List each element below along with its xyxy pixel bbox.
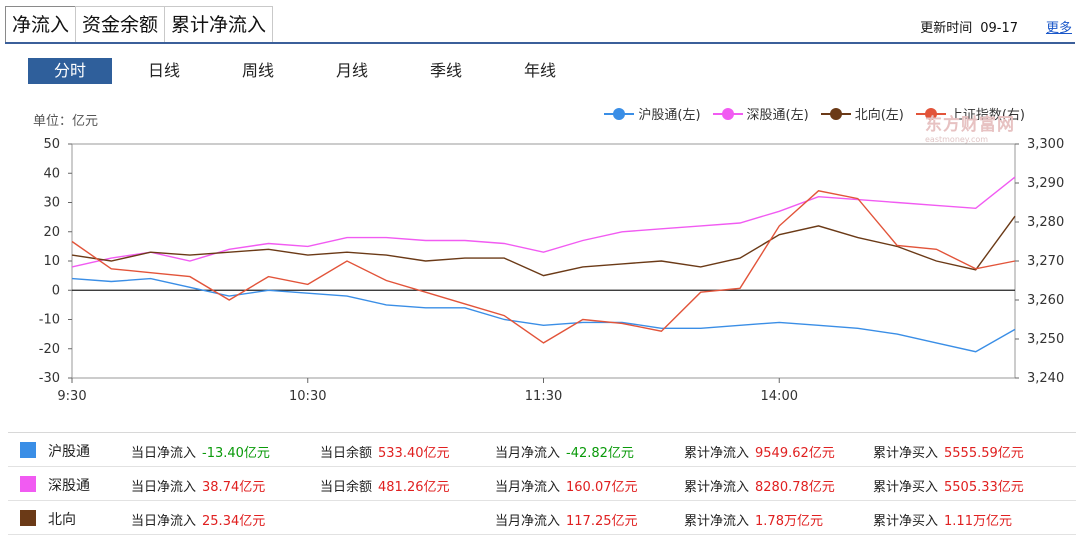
legend-marker-icon <box>712 107 743 120</box>
cell-monthly-inflow: 当月净流入 117.25亿元 <box>495 514 638 529</box>
right-tick-label: 3,290 <box>1027 176 1064 191</box>
watermark-logo: 东方财富网 eastmoney.com <box>925 110 1015 144</box>
right-tick-label: 3,270 <box>1027 254 1064 269</box>
range-tab-daily[interactable]: 日线 <box>147 61 180 80</box>
range-tab-quarterly[interactable]: 季线 <box>429 61 462 80</box>
x-tick-label: 14:00 <box>761 389 798 404</box>
series-swatch <box>20 476 36 492</box>
cell-daily-balance: 当日余额 481.26亿元 <box>320 480 450 495</box>
cell-cumulative-buy: 累计净买入 5505.33亿元 <box>873 480 1024 495</box>
legend-marker-icon <box>604 107 635 120</box>
left-tick-label: -10 <box>39 313 60 328</box>
summary-table: 沪股通 当日净流入 -13.40亿元 当日余额 533.40亿元 当月净流入 -42.… <box>8 432 1076 535</box>
left-tick-label: -30 <box>39 371 60 386</box>
chart-legend: 沪股通(左) 深股通(左) 北向(左) 上证指数(右) <box>592 104 1025 123</box>
tab-divider <box>5 42 1075 44</box>
right-tick-label: 3,260 <box>1027 293 1064 308</box>
update-value: 09-17 <box>980 21 1018 36</box>
series-line-2 <box>71 215 1016 277</box>
series-line-3 <box>71 190 1016 344</box>
left-tick-label: 10 <box>43 254 60 269</box>
table-row: 深股通 当日净流入 38.74亿元 当日余额 481.26亿元 当月净流入 160.0… <box>8 467 1076 501</box>
cell-cumulative-inflow: 累计净流入 1.78万亿元 <box>684 514 823 529</box>
x-tick-label: 9:30 <box>57 389 86 404</box>
legend-label: 上证指数(右) <box>949 108 1025 123</box>
series-line-0 <box>71 277 1016 353</box>
cell-cumulative-buy: 累计净买入 5555.59亿元 <box>873 446 1024 461</box>
right-tick-label: 3,300 <box>1027 137 1064 152</box>
cell-monthly-inflow: 当月净流入 -42.82亿元 <box>495 446 634 461</box>
range-tab-weekly[interactable]: 周线 <box>241 61 274 80</box>
left-tick-label: -20 <box>39 342 60 357</box>
right-tick-label: 3,250 <box>1027 332 1064 347</box>
watermark-main: 东方财富网 <box>925 115 1015 135</box>
row-name: 沪股通 <box>48 444 90 460</box>
legend-item-north[interactable]: 北向(左) <box>820 104 904 123</box>
row-name: 深股通 <box>48 478 90 494</box>
tab-net-inflow[interactable]: 净流入 <box>5 6 77 43</box>
x-tick-label: 10:30 <box>289 389 326 404</box>
left-tick-label: 50 <box>43 137 60 152</box>
tab-cumulative-inflow[interactable]: 累计净流入 <box>164 6 274 43</box>
line-chart: -30 -20 -10 0 10 20 30 40 50 3,240 3,250 3,260 3,270… <box>39 137 1064 404</box>
left-tick-label: 30 <box>43 196 60 211</box>
range-tab-monthly[interactable]: 月线 <box>335 61 368 80</box>
range-tab-intraday[interactable]: 分时 <box>28 58 112 84</box>
cell-monthly-inflow: 当月净流入 160.07亿元 <box>495 480 638 495</box>
range-tabs: 分时 日线 周线 月线 季线 年线 <box>28 58 592 84</box>
cell-cumulative-inflow: 累计净流入 8280.78亿元 <box>684 480 835 495</box>
left-tick-label: 40 <box>43 166 60 181</box>
legend-item-sz[interactable]: 深股通(左) <box>712 104 809 123</box>
left-tick-label: 0 <box>52 283 60 298</box>
legend-label: 深股通(左) <box>746 108 809 123</box>
legend-marker-icon <box>820 107 851 120</box>
series-swatch <box>20 442 36 458</box>
update-time: 更新时间 09-17 <box>912 17 1018 36</box>
table-row: 沪股通 当日净流入 -13.40亿元 当日余额 533.40亿元 当月净流入 -42.… <box>8 433 1076 467</box>
right-tick-label: 3,240 <box>1027 371 1064 386</box>
legend-item-sh[interactable]: 沪股通(左) <box>604 104 701 123</box>
x-tick-label: 11:30 <box>525 389 562 404</box>
cell-cumulative-buy: 累计净买入 1.11万亿元 <box>873 514 1012 529</box>
legend-label: 北向(左) <box>854 108 904 123</box>
cell-daily-inflow: 当日净流入 -13.40亿元 <box>131 446 270 461</box>
more-link[interactable]: 更多 <box>1045 21 1072 36</box>
watermark-sub: eastmoney.com <box>925 135 989 144</box>
legend-label: 沪股通(左) <box>638 108 701 123</box>
legend-marker-icon <box>915 107 946 120</box>
top-tabs: 净流入 资金余额 累计净流入 <box>5 6 274 43</box>
tab-fund-balance[interactable]: 资金余额 <box>75 6 166 43</box>
cell-daily-balance: 当日余额 533.40亿元 <box>320 446 450 461</box>
range-tab-yearly[interactable]: 年线 <box>523 61 556 80</box>
left-tick-label: 20 <box>43 225 60 240</box>
unit-label: 单位：亿元 <box>33 114 99 129</box>
row-name: 北向 <box>48 512 76 528</box>
table-row: 北向 当日净流入 25.34亿元 当月净流入 117.25亿元 累计净流入 1.78万… <box>8 501 1076 535</box>
legend-item-index[interactable]: 上证指数(右) <box>915 104 1025 123</box>
update-label: 更新时间 <box>920 21 973 36</box>
cell-daily-inflow: 当日净流入 38.74亿元 <box>131 480 266 495</box>
right-tick-label: 3,280 <box>1027 215 1064 230</box>
cell-daily-inflow: 当日净流入 25.34亿元 <box>131 514 266 529</box>
series-swatch <box>20 510 36 526</box>
cell-cumulative-inflow: 累计净流入 9549.62亿元 <box>684 446 835 461</box>
